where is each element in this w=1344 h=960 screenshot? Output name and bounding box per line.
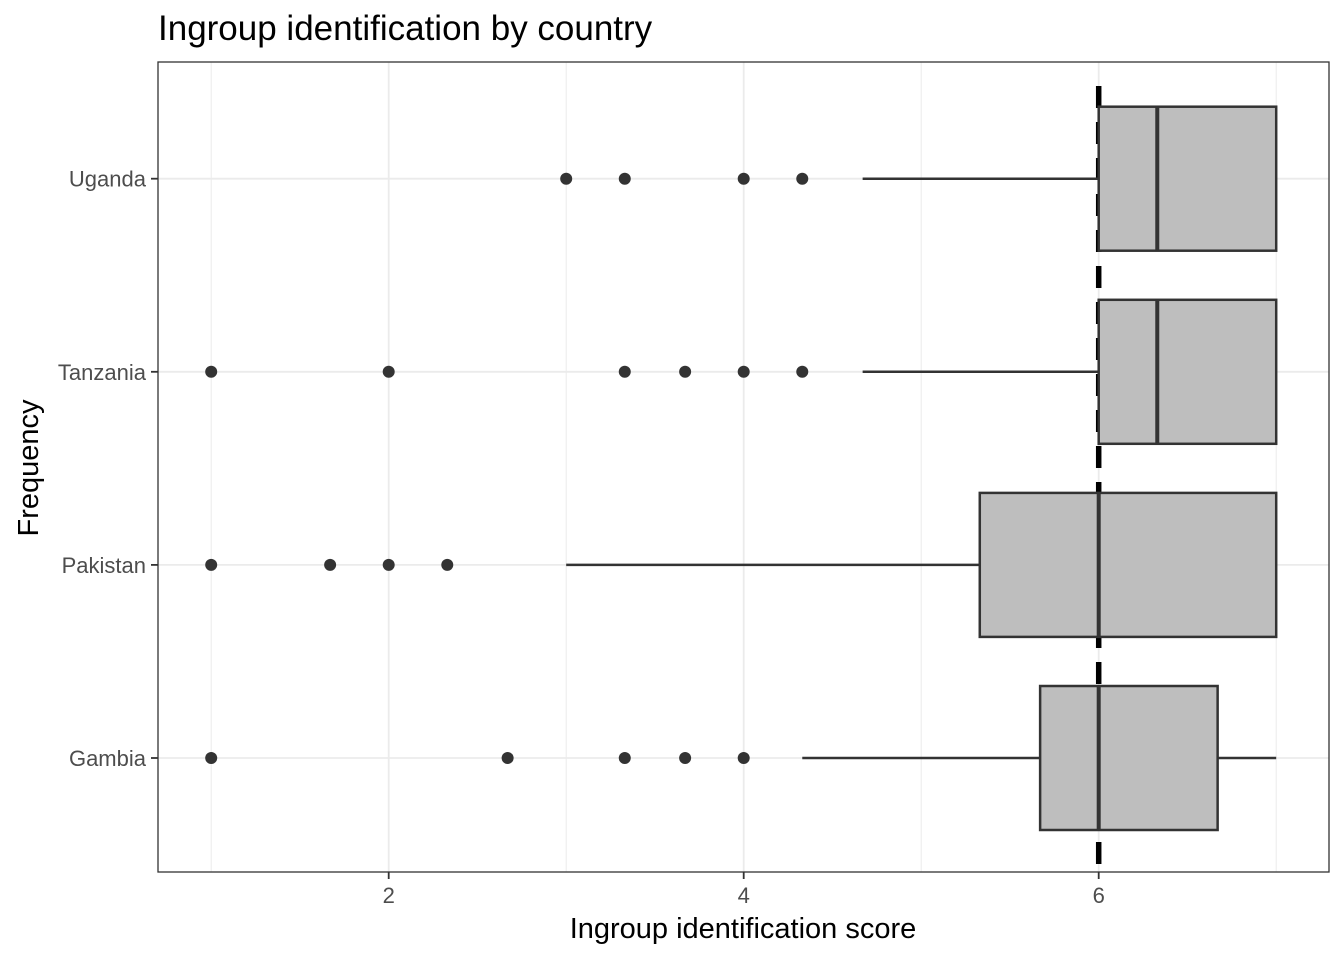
x-tick-label: 2 [383,883,395,908]
outlier-point [618,365,631,378]
outlier-point [796,172,809,185]
outlier-point [205,365,218,378]
box-tanzania [205,298,1278,446]
outlier-point [382,365,395,378]
outlier-point [679,365,692,378]
box-iqr [1038,684,1219,832]
box-layer [205,105,1278,832]
box-pakistan [205,491,1278,639]
outlier-point [618,752,631,764]
outlier-point [382,558,395,571]
x-tick-label: 4 [738,883,750,908]
outlier-point [737,365,750,378]
outlier-point [737,172,750,185]
y-tick-label: Gambia [69,746,147,771]
outlier-point [618,172,631,185]
outlier-point [796,365,809,378]
box-uganda [560,105,1278,252]
x-tick-label: 6 [1093,883,1105,908]
outlier-point [501,752,514,764]
outlier-point [737,752,750,764]
box-iqr [1097,298,1278,446]
outlier-point [441,558,454,571]
box-gambia [205,684,1277,832]
chart-title: Ingroup identification by country [158,9,653,48]
y-axis-title: Frequency [13,399,45,537]
axis-layer: 2 4 6 Gambia Pakistan Tanzania Uganda [58,167,1105,908]
outlier-point [679,752,692,764]
y-tick-label: Uganda [69,167,147,192]
box-iqr [1097,105,1278,252]
x-axis-title: Ingroup identification score [570,913,917,945]
outlier-point [560,172,573,185]
y-tick-label: Pakistan [62,553,146,578]
outlier-point [324,558,337,571]
box-iqr [978,491,1278,639]
outlier-point [205,558,218,571]
outlier-point [205,752,218,764]
y-tick-label: Tanzania [58,360,147,385]
